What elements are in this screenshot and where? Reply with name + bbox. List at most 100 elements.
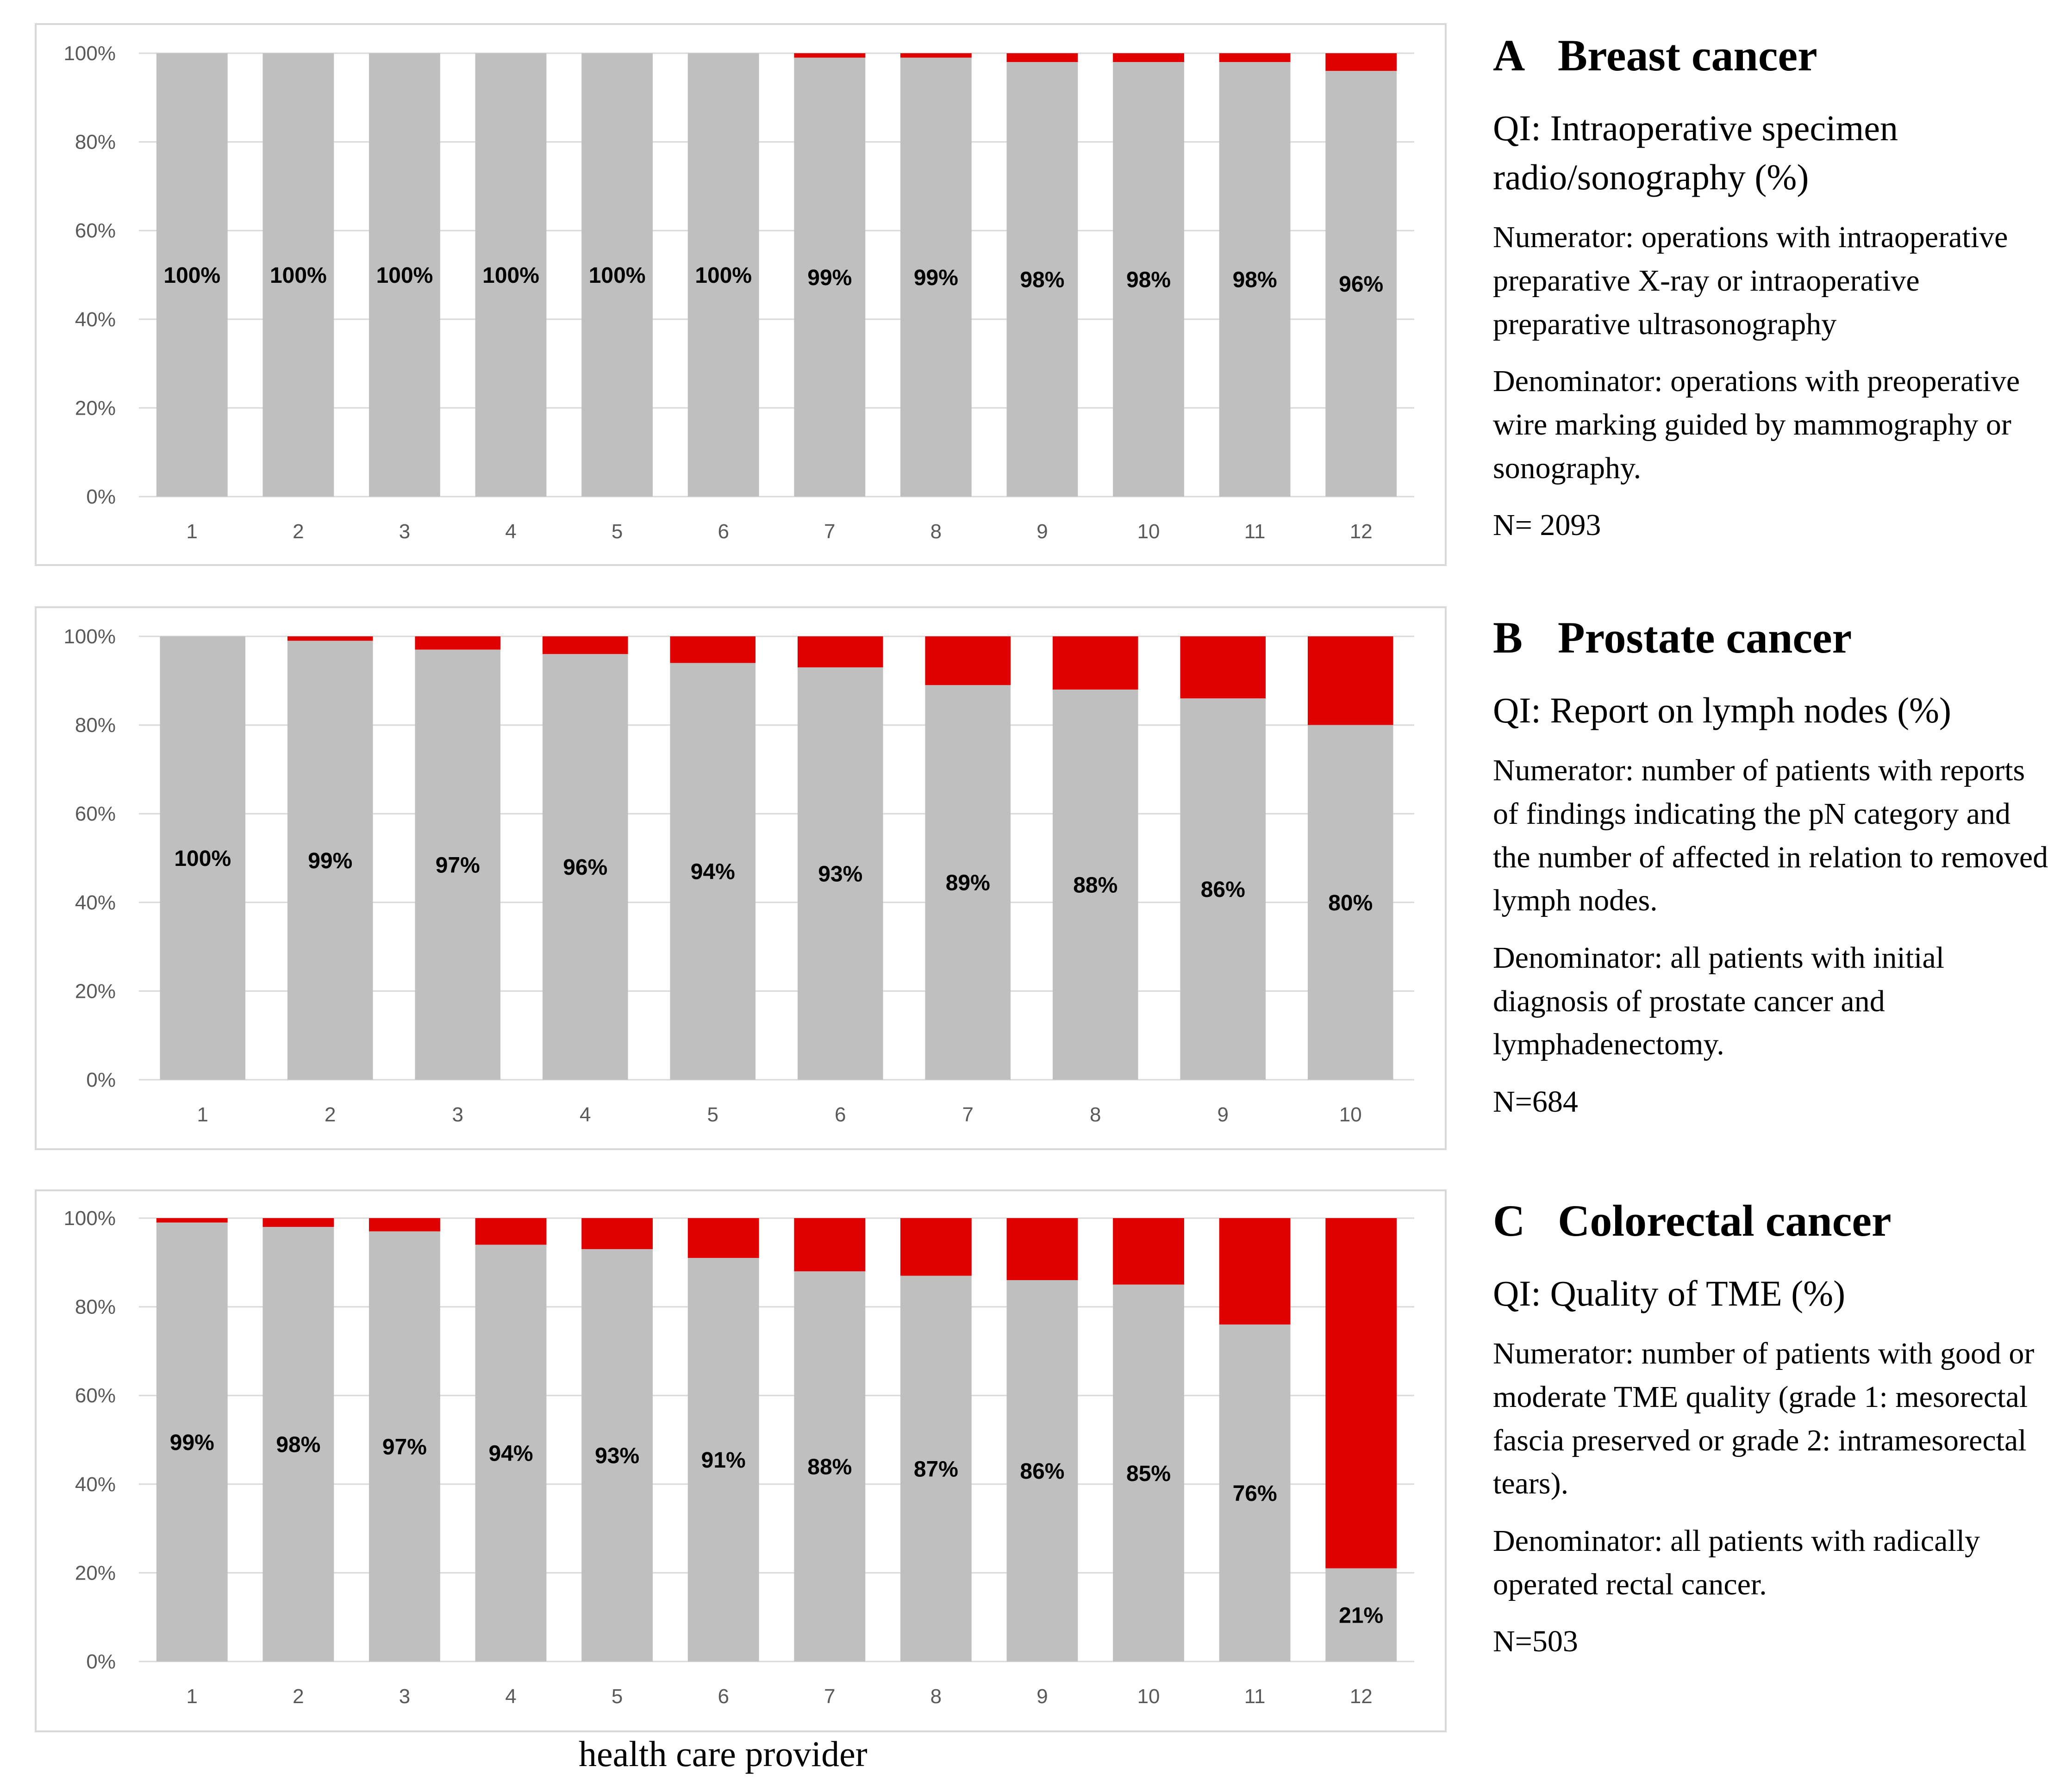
bar-a-1: [156, 53, 228, 497]
x-tick-b-1: 1: [197, 1103, 208, 1126]
bar-remainder-c-12: [1325, 1218, 1397, 1568]
bar-c-6: [687, 1258, 759, 1661]
x-tick-a-10: 10: [1137, 520, 1160, 543]
bar-label-c-11: 76%: [1233, 1481, 1277, 1506]
panel-c-numerator: Numerator: number of patients with good …: [1493, 1337, 2035, 1501]
x-tick-c-7: 7: [824, 1685, 835, 1708]
panel-a-title: A Breast cancer: [1493, 33, 2048, 78]
bar-c-8: [900, 1276, 972, 1661]
bar-label-c-2: 98%: [276, 1433, 320, 1457]
bar-b-10: [1307, 725, 1393, 1080]
bar-c-4: [475, 1244, 547, 1661]
bar-remainder-a-11: [1219, 53, 1291, 62]
bar-remainder-c-2: [262, 1218, 334, 1227]
bar-label-a-5: 100%: [589, 263, 646, 288]
panel-b-letter: B: [1493, 613, 1523, 662]
panel-c-denominator: Denominator: all patients with radically…: [1493, 1524, 1980, 1601]
panel-c-qi: QI: Quality of TME (%): [1493, 1273, 1846, 1313]
bar-remainder-b-2: [287, 636, 373, 641]
bar-label-c-3: 97%: [382, 1435, 427, 1459]
x-tick-c-2: 2: [293, 1685, 304, 1708]
bar-remainder-b-8: [1052, 636, 1138, 690]
bar-label-b-8: 88%: [1073, 873, 1118, 897]
panel-a-numerator: Numerator: operations with intraoperativ…: [1493, 220, 2008, 341]
bar-b-5: [670, 663, 756, 1080]
panel-b-denominator: Denominator: all patients with initial d…: [1493, 940, 1945, 1062]
bar-c-10: [1113, 1284, 1184, 1661]
bar-c-5: [581, 1249, 653, 1661]
bar-remainder-a-10: [1113, 53, 1184, 62]
x-tick-a-3: 3: [399, 520, 410, 543]
x-tick-b-9: 9: [1217, 1103, 1229, 1126]
panel-c-title: C Colorectal cancer: [1493, 1199, 2048, 1243]
panel-a-qi: QI: Intraoperative specimen radio/sonogr…: [1493, 108, 1898, 198]
bar-label-a-10: 98%: [1126, 268, 1171, 292]
x-tick-c-4: 4: [505, 1685, 516, 1708]
bar-label-b-9: 86%: [1201, 877, 1245, 902]
bar-label-b-10: 80%: [1328, 891, 1373, 915]
bar-label-a-2: 100%: [270, 263, 327, 288]
x-tick-b-10: 10: [1339, 1103, 1362, 1126]
side-panel-a: A Breast cancer QI: Intraoperative specim…: [1493, 33, 2048, 547]
bar-remainder-a-9: [1006, 53, 1078, 62]
x-tick-c-12: 12: [1350, 1685, 1373, 1708]
bar-c-1: [156, 1222, 228, 1661]
panel-b-title: B Prostate cancer: [1493, 616, 2048, 660]
bar-remainder-b-7: [925, 636, 1011, 685]
bar-a-6: [687, 53, 759, 497]
bar-label-c-10: 85%: [1126, 1462, 1171, 1486]
x-tick-a-2: 2: [293, 520, 304, 543]
x-tick-a-8: 8: [930, 520, 942, 543]
side-panel-c: C Colorectal cancer QI: Quality of TME (%…: [1493, 1199, 2048, 1663]
x-tick-a-7: 7: [824, 520, 835, 543]
chart-a: 0% 20% 40% 60% 80% 100% 100% 1 100% 2 100% 3 100% 4 10…: [63, 42, 1414, 543]
bar-label-a-12: 96%: [1339, 272, 1383, 297]
panel-c-n: N=503: [1493, 1624, 1578, 1659]
bar-remainder-c-5: [581, 1218, 653, 1250]
x-tick-b-8: 8: [1090, 1103, 1101, 1126]
bar-remainder-c-7: [794, 1218, 866, 1271]
y-tick-a-0: 0%: [86, 485, 116, 508]
y-tick-b-3: 60%: [75, 803, 116, 825]
panel-b-n: N=684: [1493, 1085, 1578, 1119]
bar-label-c-8: 87%: [914, 1457, 958, 1481]
x-tick-a-1: 1: [187, 520, 198, 543]
y-tick-a-3: 60%: [75, 219, 116, 242]
x-tick-a-4: 4: [505, 520, 516, 543]
panel-a-title-text: Breast cancer: [1558, 31, 1817, 80]
bar-remainder-b-6: [797, 636, 883, 668]
bar-remainder-b-4: [542, 636, 628, 654]
bar-b-1: [160, 636, 246, 1080]
bar-a-3: [369, 53, 440, 497]
bar-remainder-c-3: [369, 1218, 440, 1232]
bar-remainder-b-3: [415, 636, 501, 650]
bar-remainder-b-9: [1180, 636, 1266, 699]
bar-a-11: [1219, 62, 1291, 497]
bar-c-2: [262, 1227, 334, 1661]
panel-a-denominator: Denominator: operations with preoperativ…: [1493, 364, 2020, 485]
panel-c-title-text: Colorectal cancer: [1558, 1196, 1892, 1245]
bar-remainder-c-4: [475, 1218, 547, 1245]
panel-b-numerator: Numerator: number of patients with repor…: [1493, 753, 2048, 918]
y-tick-b-5: 100%: [63, 625, 116, 648]
bar-label-a-3: 100%: [376, 263, 433, 288]
x-tick-a-9: 9: [1036, 520, 1048, 543]
bar-label-a-4: 100%: [482, 263, 539, 288]
y-tick-a-1: 20%: [75, 397, 116, 419]
bar-c-12: [1325, 1568, 1397, 1661]
x-tick-b-3: 3: [452, 1103, 463, 1126]
panel-b-title-text: Prostate cancer: [1558, 613, 1852, 662]
bar-b-4: [542, 654, 628, 1080]
y-tick-b-1: 20%: [75, 980, 116, 1002]
bar-label-c-12: 21%: [1339, 1603, 1383, 1628]
bar-remainder-b-5: [670, 636, 756, 663]
bar-label-a-11: 98%: [1233, 268, 1277, 292]
bar-label-b-7: 89%: [946, 871, 990, 896]
bar-a-12: [1325, 71, 1397, 497]
x-tick-b-6: 6: [835, 1103, 846, 1126]
bar-b-8: [1052, 689, 1138, 1080]
bar-b-6: [797, 667, 883, 1080]
y-tick-b-0: 0%: [86, 1069, 116, 1091]
bar-label-a-7: 99%: [807, 266, 852, 290]
